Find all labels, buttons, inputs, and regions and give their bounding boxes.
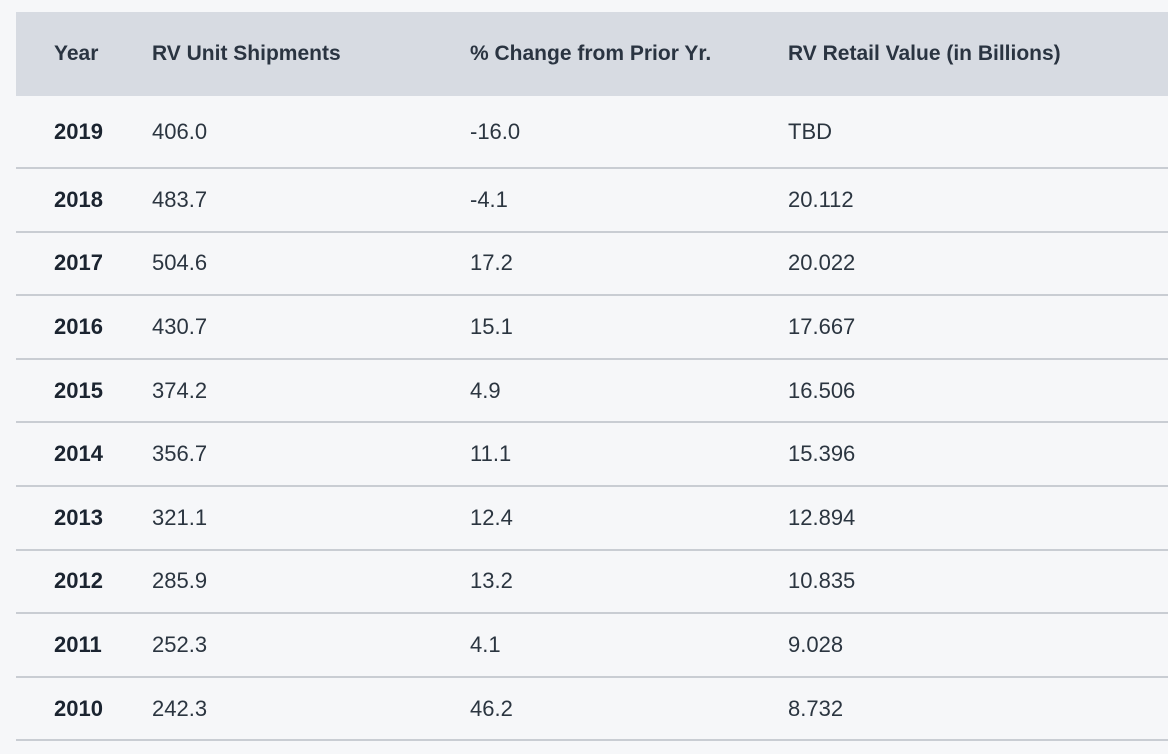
table-row: 2017 504.6 17.2 20.022 — [16, 232, 1168, 296]
year-cell: 2010 — [54, 695, 103, 721]
percent-change-cell: 15.1 — [470, 313, 513, 339]
year-cell: 2012 — [54, 568, 103, 594]
unit-shipments-cell: 356.7 — [152, 441, 208, 467]
percent-change-cell: 4.9 — [470, 377, 501, 403]
retail-value-cell: 20.112 — [788, 186, 854, 212]
table-row: 2016 430.7 15.1 17.667 — [16, 295, 1168, 359]
table-row: 2019 406.0 -16.0 TBD — [16, 96, 1168, 168]
percent-change-cell: 12.4 — [470, 504, 513, 530]
percent-change-cell: 11.1 — [470, 441, 512, 467]
unit-shipments-cell: 242.3 — [152, 695, 208, 721]
column-header-percent-change: % Change from Prior Yr. — [470, 42, 712, 65]
percent-change-cell: 17.2 — [470, 250, 513, 276]
retail-value-cell: 10.835 — [788, 568, 856, 594]
year-cell: 2019 — [54, 118, 103, 144]
unit-shipments-cell: 374.2 — [152, 377, 208, 403]
unit-shipments-cell: 430.7 — [152, 313, 208, 339]
retail-value-cell: 20.022 — [788, 250, 856, 276]
year-cell: 2018 — [54, 186, 103, 212]
rv-shipments-table: Year RV Unit Shipments % Change from Pri… — [16, 12, 1168, 741]
column-header-unit-shipments: RV Unit Shipments — [152, 42, 341, 65]
table-row: 2014 356.7 11.1 15.396 — [16, 422, 1168, 486]
table-row: 2013 321.1 12.4 12.894 — [16, 486, 1168, 550]
table-header: Year RV Unit Shipments % Change from Pri… — [16, 12, 1168, 96]
year-cell: 2015 — [54, 377, 103, 403]
year-cell: 2013 — [54, 504, 103, 530]
retail-value-cell: 17.667 — [788, 313, 856, 339]
table-body: 2019 406.0 -16.0 TBD 2018 483.7 -4.1 20.112 2017… — [16, 96, 1168, 741]
percent-change-cell: -16.0 — [470, 118, 521, 144]
year-cell: 2017 — [54, 250, 103, 276]
table-row: 2015 374.2 4.9 16.506 — [16, 359, 1168, 423]
unit-shipments-cell: 285.9 — [152, 568, 208, 594]
percent-change-cell: 46.2 — [470, 695, 513, 721]
header-row: Year RV Unit Shipments % Change from Pri… — [16, 12, 1168, 96]
year-cell: 2016 — [54, 313, 103, 339]
retail-value-cell: 16.506 — [788, 377, 856, 403]
unit-shipments-cell: 406.0 — [152, 118, 208, 144]
unit-shipments-cell: 321.1 — [152, 504, 208, 530]
table-row: 2010 242.3 46.2 8.732 — [16, 677, 1168, 741]
percent-change-cell: -4.1 — [470, 186, 508, 212]
rv-shipments-table-container: Year RV Unit Shipments % Change from Pri… — [16, 12, 1168, 741]
table-row: 2018 483.7 -4.1 20.112 — [16, 168, 1168, 232]
column-header-retail-value: RV Retail Value (in Billions) — [788, 42, 1061, 65]
retail-value-cell: 15.396 — [788, 441, 856, 467]
table-row: 2012 285.9 13.2 10.835 — [16, 550, 1168, 614]
column-header-year: Year — [54, 42, 99, 65]
retail-value-cell: TBD — [788, 118, 832, 144]
unit-shipments-cell: 483.7 — [152, 186, 208, 212]
unit-shipments-cell: 504.6 — [152, 250, 208, 276]
retail-value-cell: 9.028 — [788, 631, 844, 657]
year-cell: 2014 — [54, 441, 103, 467]
table-row: 2011 252.3 4.1 9.028 — [16, 613, 1168, 677]
percent-change-cell: 4.1 — [470, 631, 501, 657]
percent-change-cell: 13.2 — [470, 568, 513, 594]
year-cell: 2011 — [54, 631, 102, 657]
unit-shipments-cell: 252.3 — [152, 631, 208, 657]
retail-value-cell: 8.732 — [788, 695, 844, 721]
retail-value-cell: 12.894 — [788, 504, 856, 530]
